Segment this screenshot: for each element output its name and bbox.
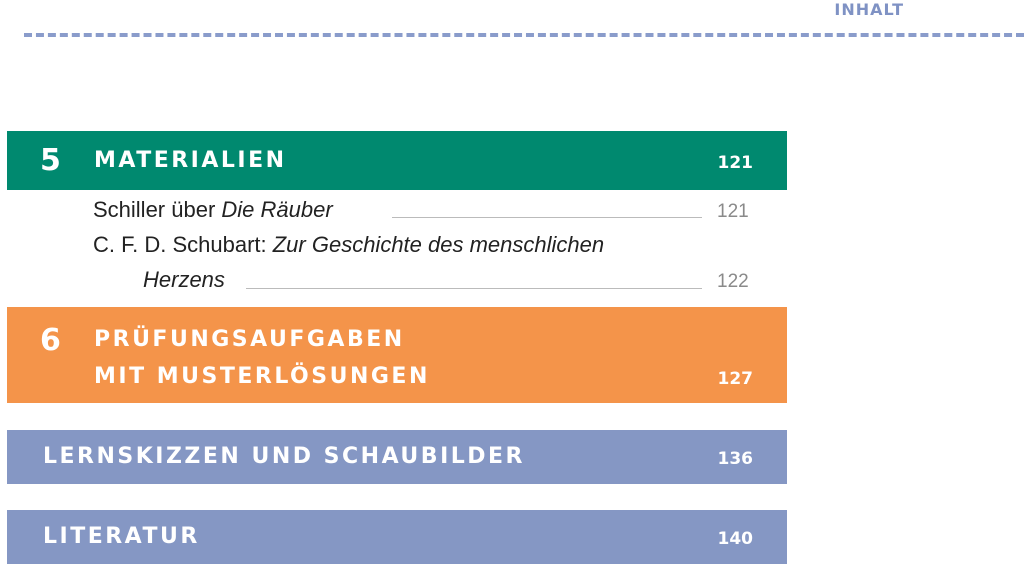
entry-text: Schiller über: [93, 197, 222, 222]
section-title: LITERATUR: [43, 524, 200, 549]
running-header: INHALT: [834, 0, 904, 19]
chapter-title-line-1: PRÜFUNGSAUFGABEN: [94, 327, 405, 352]
toc-entry-schiller[interactable]: Schiller über Die Räuber: [93, 197, 333, 223]
entry-page-number: 122: [717, 271, 749, 292]
chapter-title-line-2: MIT MUSTERLÖSUNGEN: [94, 364, 430, 389]
chapter-page-number: 127: [717, 369, 754, 389]
entry-italic-title: Zur Geschichte des menschlichen: [272, 232, 605, 257]
entry-page-number: 121: [717, 201, 749, 222]
entry-text: C. F. D. Schubart:: [93, 232, 273, 257]
entry-italic-title: Die Räuber: [221, 197, 333, 222]
dotted-leader: [392, 217, 702, 218]
toc-literatur-banner[interactable]: LITERATUR 140: [7, 510, 787, 564]
chapter-title: MATERIALIEN: [94, 148, 287, 173]
chapter-number: 5: [40, 143, 61, 178]
section-page-number: 140: [717, 529, 754, 549]
section-title: LERNSKIZZEN UND SCHAUBILDER: [43, 444, 525, 469]
header-dashed-rule: [24, 33, 1024, 37]
entry-italic-title-continuation: Herzens: [143, 267, 225, 292]
toc-entry-schubart[interactable]: C. F. D. Schubart: Zur Geschichte des me…: [93, 232, 604, 258]
toc-lernskizzen-banner[interactable]: LERNSKIZZEN UND SCHAUBILDER 136: [7, 430, 787, 484]
toc-chapter-6-banner[interactable]: 6 PRÜFUNGSAUFGABEN MIT MUSTERLÖSUNGEN 12…: [7, 307, 787, 403]
chapter-number: 6: [40, 323, 61, 358]
chapter-page-number: 121: [717, 153, 754, 173]
dotted-leader: [246, 288, 702, 289]
toc-entry-schubart-continuation[interactable]: Herzens: [143, 267, 225, 293]
section-page-number: 136: [717, 449, 754, 469]
toc-chapter-5-banner[interactable]: 5 MATERIALIEN 121: [7, 131, 787, 190]
